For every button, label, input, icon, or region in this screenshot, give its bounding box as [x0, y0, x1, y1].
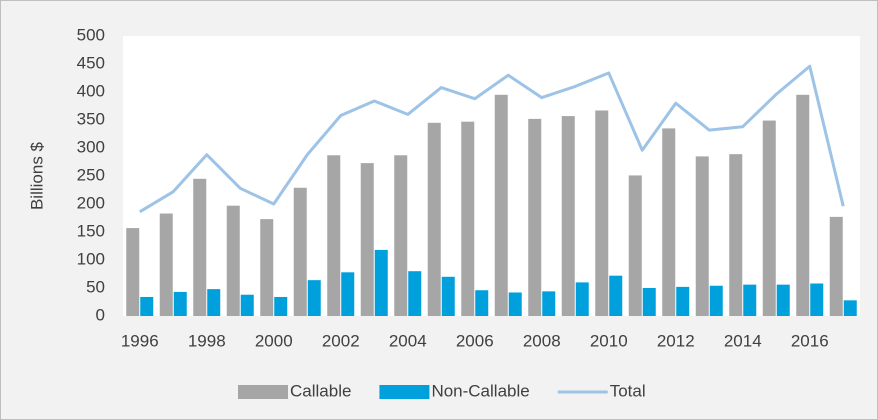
line — [138, 64, 845, 214]
x-tick-label: 2006 — [456, 331, 494, 350]
bar — [709, 285, 723, 316]
bar — [394, 155, 408, 316]
bar — [159, 213, 173, 316]
bar — [695, 156, 709, 316]
bar — [274, 296, 288, 316]
bar — [609, 275, 623, 316]
bar — [408, 271, 422, 316]
bar — [226, 205, 240, 316]
bar — [341, 272, 355, 316]
y-tick-label: 400 — [77, 81, 105, 100]
bar — [193, 178, 207, 316]
x-tick-label: 2016 — [791, 331, 829, 350]
bar — [461, 121, 475, 317]
bar — [475, 290, 489, 316]
bar — [140, 296, 154, 316]
y-tick-label: 0 — [96, 305, 105, 324]
y-tick-label: 250 — [77, 165, 105, 184]
x-tick-label: 1998 — [188, 331, 226, 350]
bar — [575, 282, 589, 316]
y-tick-label: 50 — [86, 277, 105, 296]
x-tick-label: 2008 — [523, 331, 561, 350]
bar — [829, 216, 843, 316]
bar — [327, 155, 341, 316]
x-tick-label: 2012 — [657, 331, 695, 350]
bar — [260, 219, 274, 316]
bar — [662, 128, 676, 316]
legend-label: Callable — [290, 381, 351, 400]
x-tick-label: 2014 — [724, 331, 762, 350]
y-tick-label: 450 — [77, 53, 105, 72]
bar — [207, 289, 221, 316]
x-tick-label: 2000 — [255, 331, 293, 350]
bar — [126, 228, 140, 316]
bar — [561, 116, 575, 316]
y-tick-label: 150 — [77, 221, 105, 240]
bar — [762, 120, 776, 316]
y-tick-label: 350 — [77, 109, 105, 128]
y-tick-label: 100 — [77, 249, 105, 268]
bar — [240, 294, 254, 316]
bar — [628, 175, 642, 316]
legend-label: Total — [610, 381, 646, 400]
x-tick-label: 2010 — [590, 331, 628, 350]
bar — [307, 280, 321, 316]
bar — [360, 163, 374, 316]
bar — [676, 286, 690, 316]
bar — [642, 288, 656, 316]
bar — [374, 249, 388, 316]
y-tick-label: 200 — [77, 193, 105, 212]
bar — [810, 283, 824, 316]
x-tick-label: 1996 — [121, 331, 159, 350]
bar — [796, 94, 810, 316]
legend-label: Non-Callable — [431, 381, 529, 400]
bar — [293, 187, 307, 316]
bar — [173, 291, 187, 316]
legend-swatch — [379, 385, 430, 399]
bar — [508, 292, 522, 316]
bar — [843, 300, 857, 316]
x-tick-label: 2004 — [389, 331, 427, 350]
y-tick-label: 300 — [77, 137, 105, 156]
bar — [427, 122, 441, 316]
bar — [729, 154, 743, 316]
legend-swatch — [238, 385, 288, 399]
bar — [743, 284, 757, 316]
bar — [595, 110, 609, 316]
x-tick-label: 2002 — [322, 331, 360, 350]
bar — [528, 118, 542, 316]
bar — [494, 94, 508, 316]
y-tick-label: 500 — [77, 25, 105, 44]
y-axis-title: Billions $ — [27, 141, 46, 210]
bar — [441, 276, 455, 316]
bar — [776, 284, 790, 316]
bar — [542, 291, 556, 316]
